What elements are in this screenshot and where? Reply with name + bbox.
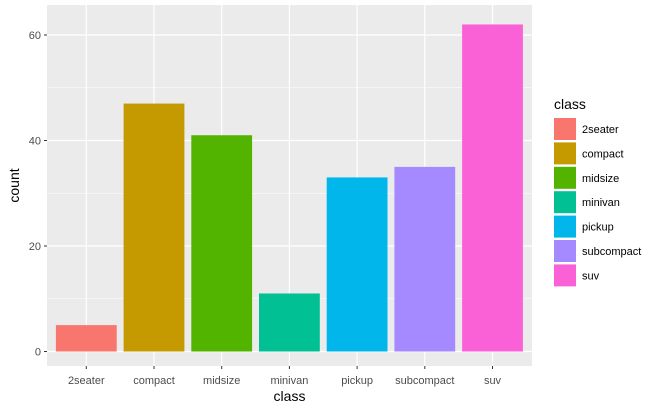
bar-pickup xyxy=(326,177,388,352)
y-tick-label: 20 xyxy=(29,241,41,253)
legend-label: midsize xyxy=(582,173,619,185)
x-tick-label: suv xyxy=(484,375,502,387)
y-tick-label: 40 xyxy=(29,136,41,148)
legend-label: subcompact xyxy=(582,246,641,258)
legend-key-midsize xyxy=(554,166,576,189)
legend: class 2seater compact midsize minivan pickup… xyxy=(554,96,641,287)
y-tick-label: 0 xyxy=(35,347,41,359)
legend-key-minivan xyxy=(554,191,576,214)
y-axis-title: count xyxy=(6,168,22,202)
legend-label: 2seater xyxy=(582,124,619,136)
x-axis-ticks: 2seater compact midsize minivan pickup subcom… xyxy=(68,366,502,387)
bar-compact xyxy=(123,103,185,352)
legend-label: compact xyxy=(582,148,624,160)
bar-2seater xyxy=(55,325,117,352)
bar-subcompact xyxy=(394,166,456,352)
y-axis-ticks: 0 20 40 60 xyxy=(29,30,47,359)
x-tick-label: midsize xyxy=(203,375,240,387)
x-tick-label: pickup xyxy=(341,375,373,387)
y-tick-label: 60 xyxy=(29,30,41,42)
x-axis-title: class xyxy=(274,388,306,404)
x-tick-label: subcompact xyxy=(395,375,454,387)
legend-label: minivan xyxy=(582,197,620,209)
legend-label: suv xyxy=(582,270,600,282)
legend-key-suv xyxy=(554,264,576,287)
bar-minivan xyxy=(259,293,320,352)
x-tick-label: compact xyxy=(133,375,175,387)
legend-key-compact xyxy=(554,142,576,165)
legend-title: class xyxy=(554,96,586,112)
legend-key-2seater xyxy=(554,118,576,140)
legend-items: 2seater compact midsize minivan pickup subcom… xyxy=(554,118,641,287)
x-tick-label: 2seater xyxy=(68,375,105,387)
legend-key-pickup xyxy=(554,215,576,238)
bar-suv xyxy=(462,24,523,352)
bar-midsize xyxy=(191,135,253,352)
x-tick-label: minivan xyxy=(270,375,308,387)
bars xyxy=(55,24,523,352)
legend-key-subcompact xyxy=(554,240,576,262)
legend-label: pickup xyxy=(582,222,614,234)
